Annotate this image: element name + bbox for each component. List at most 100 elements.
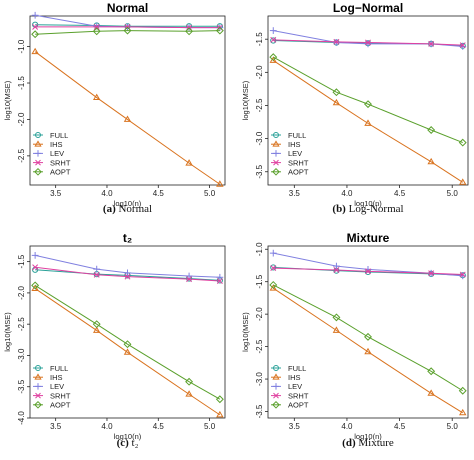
legend-label: LEV (50, 149, 64, 158)
y-tick-label: -2.5 (255, 339, 264, 353)
y-tick-label: -3.0 (255, 372, 264, 386)
legend-label: FULL (50, 364, 68, 373)
x-marker-b (459, 42, 466, 49)
diamond-marker (458, 138, 467, 147)
x-tick-label: 5.0 (204, 422, 216, 431)
caption-text: Normal (118, 203, 152, 215)
y-axis-label: log10(MSE) (241, 80, 250, 120)
x-marker-b (459, 271, 466, 278)
circle-marker (35, 132, 41, 138)
x-tick-label: 4.5 (394, 189, 406, 198)
series-line-aopt (273, 284, 463, 392)
diamond-marker (272, 167, 280, 176)
x-tick-label: 3.5 (289, 189, 301, 198)
caption-label: (c) (117, 437, 132, 449)
x-axis-label: log10(n) (354, 432, 382, 441)
x-axis-label: log10(n) (114, 199, 142, 208)
panel-4: Mixture 3.5 4.0 4.5 5.0 -1.0 -1.5 -2.0 -2.5 -3.0 -… (241, 231, 469, 449)
x-marker-b (93, 23, 100, 30)
y-tick-label: -2.0 (17, 112, 26, 126)
y-tick-label: -3.0 (255, 131, 264, 145)
x-marker-b (273, 159, 279, 166)
x-marker-b (428, 270, 435, 277)
y-axis-label: log10(MSE) (3, 80, 12, 120)
y-axis-label: log10(MSE) (3, 312, 12, 352)
caption-label: (d) (342, 437, 358, 449)
triangle-marker (34, 140, 42, 147)
series-line-ihs (34, 288, 221, 416)
triangle-marker (31, 284, 39, 291)
triangle-marker (459, 178, 467, 185)
legend-label: FULL (288, 131, 306, 140)
legend-label: IHS (288, 140, 301, 149)
x-tick-label: 3.5 (289, 422, 301, 431)
diamond-marker (123, 26, 132, 35)
y-tick-label: -1.0 (255, 242, 264, 256)
triangle-marker (123, 348, 132, 355)
diamond-marker (185, 27, 194, 36)
circle-marker (273, 365, 279, 371)
triangle-marker (459, 408, 467, 416)
y-tick-label: -3.0 (17, 348, 26, 362)
panel-caption: (c) t₂ (117, 437, 139, 449)
diamond-marker (123, 340, 132, 349)
diamond-marker (427, 367, 436, 376)
x-tick-label: 4.0 (101, 189, 113, 198)
triangle-marker (332, 326, 341, 333)
series-line-aopt (273, 56, 463, 144)
series-line-aopt (34, 284, 221, 400)
diamond-marker (31, 30, 40, 39)
diamond-marker (332, 88, 341, 97)
legend-label: AOPT (50, 168, 71, 177)
chart-title: t₂ (123, 231, 132, 245)
panel-1: Normal 3.5 4.0 4.5 5.0 -1.0 -1.5 -2.0 -2.5 log10(… (3, 1, 226, 215)
series-line-ihs (272, 287, 463, 414)
legend-label: LEV (288, 149, 302, 158)
diamond-marker (215, 395, 224, 404)
diamond-marker (92, 27, 101, 36)
x-marker-b (186, 276, 193, 283)
legend-label: FULL (50, 131, 68, 140)
diamond-marker (364, 332, 372, 341)
diamond-marker (272, 400, 280, 409)
legend-label: SRHT (50, 391, 71, 400)
triangle-marker (92, 93, 101, 101)
x-marker-b (428, 40, 435, 47)
triangle-marker (185, 159, 193, 166)
plot-frame (29, 245, 226, 419)
legend-label: SRHT (50, 158, 71, 167)
legend-label: LEV (288, 382, 302, 391)
y-tick-label: -2.5 (17, 317, 26, 331)
plot-frame (267, 15, 469, 186)
diamond-marker (427, 126, 436, 134)
series-line-aopt (35, 30, 220, 35)
x-marker-b (333, 267, 340, 273)
circle-marker (270, 264, 277, 271)
y-tick-label: -4.0 (17, 411, 26, 425)
triangle-marker (216, 410, 224, 418)
x-tick-label: 4.5 (153, 422, 165, 431)
triangle-marker (272, 373, 280, 380)
chart-title: Log−Normal (333, 1, 403, 15)
x-marker-b (273, 392, 279, 399)
legend-label: IHS (50, 373, 63, 382)
triangle-marker (269, 284, 277, 291)
triangle-marker (31, 47, 39, 55)
panel-2: Log−Normal 3.5 4.0 4.5 5.0 -1.5 -2.0 -2.5 -3.0 -3… (241, 1, 469, 215)
panel-3: t₂ 3.5 4.0 4.5 5.0 -1.5 -2.0 -2.5 -3.0 -3.5 -4.0 lo… (3, 231, 226, 449)
y-tick-label: -1.5 (17, 254, 26, 268)
x-tick-label: 3.5 (50, 189, 62, 198)
series-line-ihs (34, 51, 221, 185)
y-tick-label: -2.0 (17, 285, 26, 299)
triangle-marker (269, 56, 277, 63)
circle-marker (270, 37, 277, 44)
diamond-marker (332, 313, 341, 322)
triangle-marker (272, 140, 280, 147)
y-tick-label: -1.5 (255, 274, 264, 288)
triangle-marker (92, 326, 101, 333)
y-tick-label: -1.5 (17, 76, 26, 90)
